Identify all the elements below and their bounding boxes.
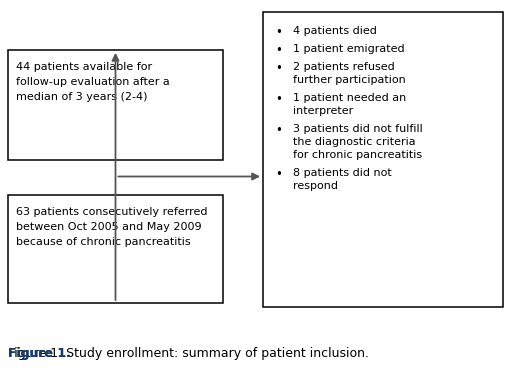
FancyBboxPatch shape (8, 195, 223, 303)
Text: Figure 1. Study enrollment: summary of patient inclusion.: Figure 1. Study enrollment: summary of p… (8, 347, 369, 360)
Text: 3 patients did not fulfill: 3 patients did not fulfill (293, 124, 423, 134)
Text: 44 patients available for
follow-up evaluation after a
median of 3 years (2-4): 44 patients available for follow-up eval… (16, 62, 170, 102)
Text: •: • (275, 168, 282, 181)
Text: •: • (275, 62, 282, 75)
Text: 1 patient needed an: 1 patient needed an (293, 93, 406, 103)
Text: •: • (275, 44, 282, 57)
Text: 4 patients died: 4 patients died (293, 26, 377, 36)
Text: •: • (275, 93, 282, 106)
Text: •: • (275, 26, 282, 39)
Text: 63 patients consecutively referred
between Oct 2005 and May 2009
because of chro: 63 patients consecutively referred betwe… (16, 207, 207, 247)
Text: •: • (275, 124, 282, 137)
Text: interpreter: interpreter (293, 106, 353, 116)
Text: Figure 1.: Figure 1. (8, 347, 71, 360)
Text: 8 patients did not: 8 patients did not (293, 168, 392, 178)
Text: further participation: further participation (293, 75, 406, 85)
Text: the diagnostic criteria: the diagnostic criteria (293, 137, 416, 147)
FancyBboxPatch shape (263, 12, 503, 307)
Text: Figure 1.: Figure 1. (8, 347, 71, 360)
Text: 2 patients refused: 2 patients refused (293, 62, 395, 72)
Text: for chronic pancreatitis: for chronic pancreatitis (293, 150, 422, 160)
Text: respond: respond (293, 181, 338, 191)
FancyBboxPatch shape (8, 50, 223, 160)
Text: 1 patient emigrated: 1 patient emigrated (293, 44, 404, 54)
